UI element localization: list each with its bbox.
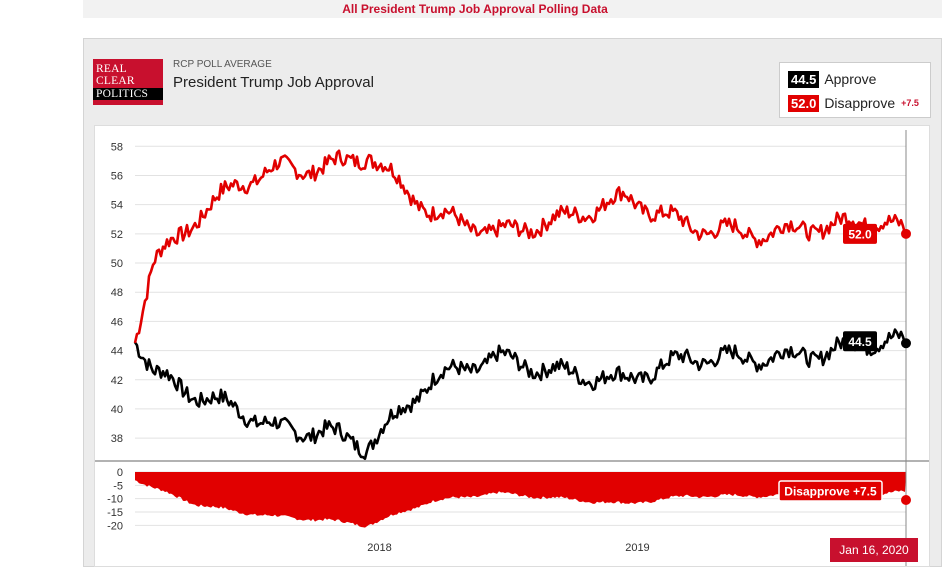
all-polling-data-link[interactable]: All President Trump Job Approval Polling… <box>342 2 608 16</box>
y-tick-label: 46 <box>111 316 123 328</box>
spread-tick-label: -20 <box>107 520 123 532</box>
y-tick-label: 54 <box>111 200 123 212</box>
spread-area <box>135 472 906 528</box>
logo-line-2: CLEAR <box>96 75 135 87</box>
x-tick-label: 2018 <box>367 542 391 554</box>
rcp-logo[interactable]: REAL CLEAR POLITICS <box>93 59 163 105</box>
logo-line-1: REAL <box>96 63 127 75</box>
approve-end-label: 44.5 <box>848 335 872 349</box>
legend-approve-value: 44.5 <box>788 70 820 88</box>
approve-end-label-box <box>843 331 877 352</box>
spread-tick-label: -5 <box>113 480 123 492</box>
spread-end-label: Disapprove +7.5 <box>784 485 877 499</box>
panel-subtitle: RCP POLL AVERAGE <box>173 59 272 70</box>
top-strip <box>83 0 942 18</box>
y-tick-label: 50 <box>111 258 123 270</box>
y-tick-label: 52 <box>111 229 123 241</box>
disapprove-end-label-box <box>843 223 877 244</box>
legend-disapprove-label: Disapprove <box>824 95 896 111</box>
logo-line-3: POLITICS <box>93 88 163 100</box>
y-tick-label: 42 <box>111 375 123 387</box>
y-tick-label: 56 <box>111 170 123 182</box>
disapprove-end-label: 52.0 <box>848 227 872 241</box>
y-tick-label: 58 <box>111 141 123 153</box>
chart-area: 38 40 42 44 46 48 50 52 54 56 58 0 -5 -10 -15 -20 44.5 52… <box>94 125 930 567</box>
disapprove-end-marker <box>901 228 911 239</box>
legend-disapprove-value: 52.0 <box>788 94 820 112</box>
spread-tick-label: 0 <box>117 467 123 479</box>
series-line-disapprove <box>133 149 907 344</box>
y-tick-label: 44 <box>111 346 123 358</box>
y-tick-label: 48 <box>111 287 123 299</box>
legend-approve-label: Approve <box>824 71 877 87</box>
legend-disapprove-spread: +7.5 <box>901 98 919 108</box>
x-tick-label: 2019 <box>625 542 649 554</box>
approve-end-marker <box>901 338 911 349</box>
y-tick-label: 40 <box>111 404 123 416</box>
series-line-approve <box>133 328 907 460</box>
date-label-box <box>830 538 918 562</box>
legend-approve[interactable]: 44.5 Approve <box>788 69 876 89</box>
spread-tick-label: -10 <box>107 494 123 506</box>
spread-tick-label: -15 <box>107 507 123 519</box>
date-label: Jan 16, 2020 <box>839 543 909 557</box>
legend-disapprove[interactable]: 52.0 Disapprove +7.5 <box>788 93 919 113</box>
spread-end-marker <box>901 495 911 505</box>
approval-chart[interactable]: 38 40 42 44 46 48 50 52 54 56 58 0-5 -10-15-20 44.5 52… <box>95 126 929 566</box>
chart-legend: 44.5 Approve 52.0 Disapprove +7.5 <box>779 62 931 118</box>
spread-end-label-box <box>778 480 883 502</box>
panel-title: President Trump Job Approval <box>173 74 374 91</box>
y-tick-label: 38 <box>111 433 123 445</box>
